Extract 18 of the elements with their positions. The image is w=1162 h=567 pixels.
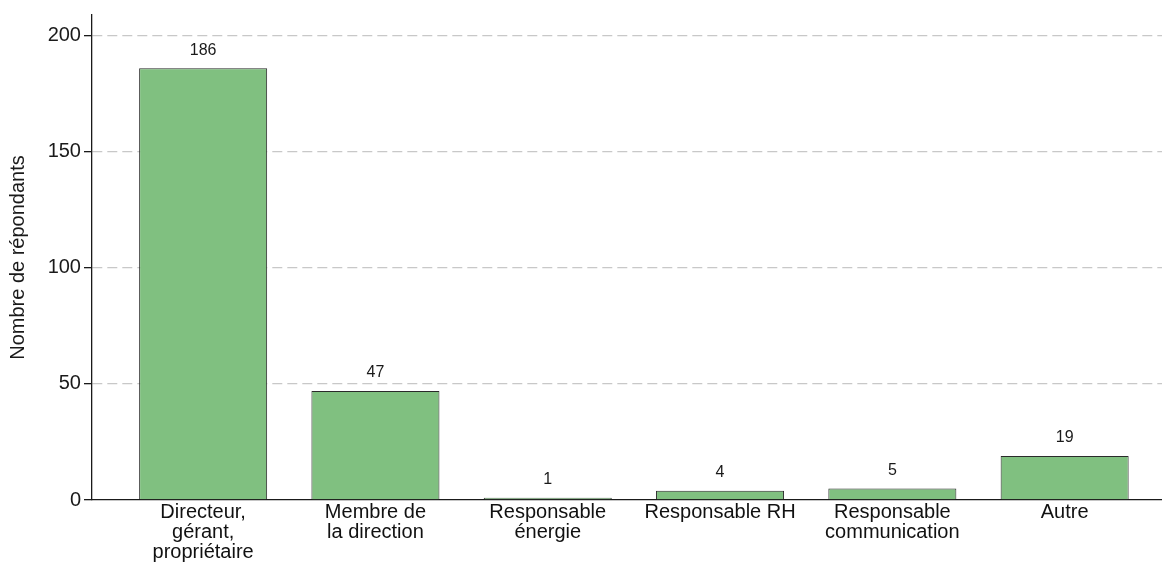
data-label: 1 bbox=[543, 470, 553, 488]
y-tick-label: 0 bbox=[69, 487, 81, 510]
x-tick-label: Responsable énergie bbox=[489, 500, 607, 542]
data-label: 186 bbox=[189, 40, 217, 58]
y-tick-label: 150 bbox=[47, 139, 81, 162]
data-label: 4 bbox=[715, 463, 725, 481]
x-tick-label: Responsable communication bbox=[825, 500, 960, 542]
y-tick-label: 100 bbox=[47, 255, 81, 278]
y-axis-title: Nombre de répondants bbox=[5, 155, 28, 360]
y-tick-label: 50 bbox=[58, 371, 81, 394]
x-tick-label: Directeur, gérant, propriétaire bbox=[152, 500, 254, 562]
data-label: 19 bbox=[1055, 428, 1074, 446]
y-tick-label: 200 bbox=[47, 23, 81, 46]
x-tick-label: Membre de la direction bbox=[324, 500, 427, 542]
x-tick-label: Autre bbox=[1040, 500, 1089, 523]
data-label: 5 bbox=[887, 460, 897, 478]
x-tick-label: Responsable RH bbox=[644, 500, 796, 523]
data-label: 47 bbox=[366, 363, 385, 381]
